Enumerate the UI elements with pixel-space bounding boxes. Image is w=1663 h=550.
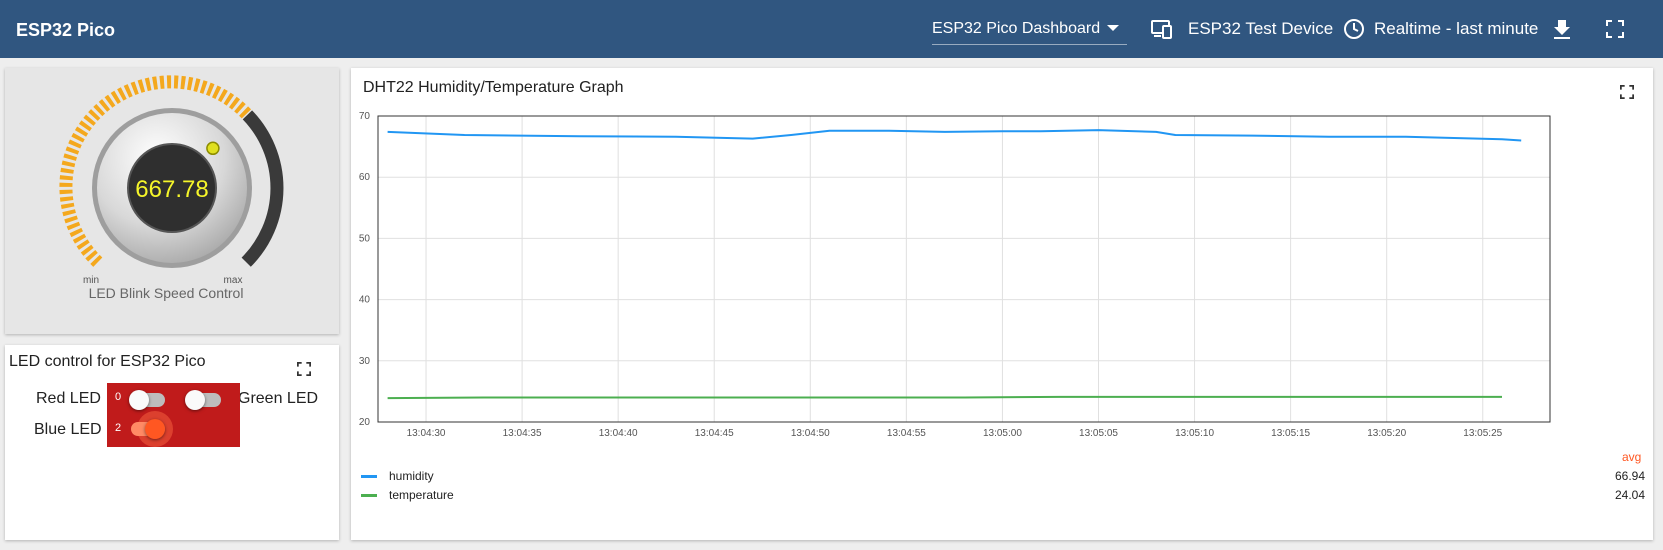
graph-title: DHT22 Humidity/Temperature Graph bbox=[363, 79, 624, 96]
fullscreen-icon[interactable] bbox=[297, 362, 311, 376]
dashboard-select-value: ESP32 Pico Dashboard bbox=[932, 20, 1101, 37]
timeseries-widget: DHT22 Humidity/Temperature Graph 20 30 40 5… bbox=[351, 68, 1653, 540]
timewindow-label: Realtime - last minute bbox=[1374, 19, 1539, 38]
legend-label: temperature bbox=[389, 488, 454, 502]
download-icon bbox=[1554, 20, 1570, 39]
knob-title: LED Blink Speed Control bbox=[89, 285, 244, 301]
legend-item-temperature[interactable]: temperature bbox=[361, 488, 454, 502]
y-tick-label: 20 bbox=[359, 417, 371, 428]
clock-icon bbox=[1344, 19, 1364, 39]
x-tick-label: 13:04:55 bbox=[887, 428, 926, 439]
y-tick-label: 70 bbox=[359, 111, 371, 122]
x-tick-label: 13:05:00 bbox=[983, 428, 1022, 439]
x-tick-label: 13:05:05 bbox=[1079, 428, 1118, 439]
x-tick-label: 13:04:40 bbox=[599, 428, 638, 439]
legend-swatch bbox=[361, 494, 377, 498]
led-control-title: LED control for ESP32 Pico bbox=[9, 353, 206, 370]
series-line-humidity bbox=[387, 129, 1522, 142]
knob-max-label: max bbox=[224, 275, 243, 286]
fullscreen-button[interactable] bbox=[1606, 0, 1624, 58]
x-tick-label: 13:04:50 bbox=[791, 428, 830, 439]
knob-value: 667.78 bbox=[135, 176, 208, 203]
led-control-widget: LED control for ESP32 Pico Red LED Green… bbox=[5, 345, 339, 540]
knob-track bbox=[241, 110, 284, 267]
x-tick-label: 13:05:20 bbox=[1367, 428, 1406, 439]
legend-label: humidity bbox=[389, 469, 434, 483]
knob-center bbox=[127, 143, 217, 233]
x-tick-label: 13:04:30 bbox=[407, 428, 446, 439]
x-tick-label: 13:04:45 bbox=[695, 428, 734, 439]
legend-swatch bbox=[361, 475, 377, 479]
red-led-number: 0 bbox=[115, 391, 122, 403]
legend-avg-header: avg bbox=[1622, 450, 1642, 464]
y-tick-label: 40 bbox=[359, 295, 371, 306]
legend-avg-temperature: 24.04 bbox=[1615, 488, 1646, 502]
red-led-toggle[interactable] bbox=[129, 389, 167, 411]
knob-widget: 667.78 min max LED Blink Speed Control bbox=[5, 68, 339, 334]
app-title: ESP32 Pico bbox=[16, 20, 116, 40]
download-button[interactable] bbox=[1552, 0, 1572, 58]
top-toolbar: ESP32 Pico ESP32 Pico Dashboard ESP32 Te… bbox=[0, 0, 1663, 58]
red-led-label: Red LED bbox=[36, 390, 101, 407]
devices-icon bbox=[1151, 20, 1172, 39]
y-tick-label: 30 bbox=[359, 356, 371, 367]
green-led-toggle[interactable] bbox=[185, 389, 223, 411]
blue-led-label: Blue LED bbox=[34, 421, 102, 438]
y-tick-label: 60 bbox=[359, 172, 371, 183]
knob-indicator bbox=[206, 141, 220, 156]
y-tick-label: 50 bbox=[359, 233, 371, 244]
dashboard-select[interactable]: ESP32 Pico Dashboard bbox=[932, 14, 1127, 45]
line-chart: 20 30 40 50 60 70 13:04:30 13:04:35 13:04:40 13:0… bbox=[359, 111, 1551, 439]
device-label: ESP32 Test Device bbox=[1188, 19, 1334, 38]
knob-min-label: min bbox=[83, 275, 99, 286]
chevron-down-icon bbox=[1107, 25, 1119, 31]
x-tick-label: 13:04:35 bbox=[503, 428, 542, 439]
green-led-label: Green LED bbox=[238, 390, 319, 407]
fullscreen-icon[interactable] bbox=[1620, 85, 1634, 99]
blue-led-number: 2 bbox=[115, 422, 122, 434]
legend-avg-humidity: 66.94 bbox=[1615, 469, 1646, 483]
knob-control[interactable]: 667.78 min max LED Blink Speed Control bbox=[5, 68, 339, 334]
plot-area bbox=[377, 115, 1551, 423]
timewindow-selector[interactable]: Realtime - last minute bbox=[1343, 0, 1538, 58]
device-selector[interactable]: ESP32 Test Device bbox=[1150, 0, 1333, 58]
knob-progress bbox=[59, 75, 253, 267]
series-line-temperature bbox=[387, 395, 1502, 400]
blue-led-toggle[interactable] bbox=[129, 411, 173, 447]
fullscreen-icon bbox=[1606, 20, 1624, 38]
led-switch-panel: 0 2 bbox=[107, 383, 240, 447]
x-tick-label: 13:05:10 bbox=[1175, 428, 1214, 439]
plot-border bbox=[377, 115, 1551, 423]
x-tick-label: 13:05:25 bbox=[1463, 428, 1502, 439]
legend-item-humidity[interactable]: humidity bbox=[361, 469, 434, 483]
x-tick-label: 13:05:15 bbox=[1271, 428, 1310, 439]
